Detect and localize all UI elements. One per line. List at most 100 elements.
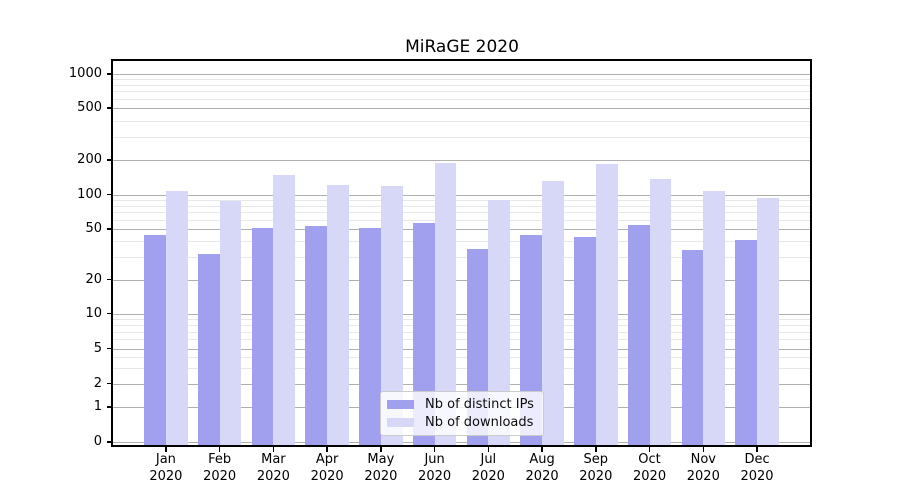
y-tick-5 (107, 347, 112, 350)
legend-label-downloads: Nb of downloads (425, 415, 534, 431)
gridline-minor-6 (113, 339, 810, 341)
x-tick-label-jul: Jul 2020 (471, 452, 505, 484)
gridline-minor-9 (113, 318, 810, 320)
gridline-major-10 (113, 313, 810, 315)
legend-swatch-distinct-ips (387, 399, 414, 409)
x-tick-label-sep: Sep 2020 (579, 452, 613, 484)
y-tick-label-1000: 1000 (68, 66, 102, 81)
x-tick-label-feb: Feb 2020 (203, 452, 237, 484)
bar-downloads-sep (595, 164, 618, 445)
y-tick-label-0: 0 (93, 434, 102, 449)
y-tick-label-5: 5 (93, 340, 102, 356)
y-tick-50 (107, 228, 112, 230)
gridline-minor-800 (113, 84, 810, 86)
x-tick-dec (756, 447, 758, 452)
y-tick-10 (107, 312, 112, 315)
gridline-minor-7 (113, 331, 810, 333)
bar-downloads-oct (649, 178, 672, 445)
gridline-major-1000 (113, 74, 810, 75)
y-tick-20 (107, 278, 112, 281)
gridline-major-200 (113, 160, 810, 161)
bar-downloads-apr (327, 185, 349, 445)
y-tick-0 (107, 441, 112, 443)
x-tick-sep (595, 447, 597, 452)
x-tick-may (380, 447, 382, 452)
gridline-major-2 (113, 383, 810, 385)
x-tick-oct (648, 447, 651, 452)
gridline-minor-40 (113, 241, 810, 243)
gridline-major-5 (113, 348, 810, 350)
gridline-minor-700 (113, 91, 810, 93)
x-tick-label-oct: Oct 2020 (633, 452, 667, 484)
gridline-minor-8 (113, 324, 810, 326)
y-tick-label-1: 1 (93, 399, 102, 414)
gridline-major-20 (113, 279, 810, 281)
x-tick-aug (541, 447, 543, 452)
gridline-minor-70 (113, 212, 810, 214)
gridline-minor-300 (113, 136, 810, 138)
bar-downloads-feb (219, 200, 242, 445)
x-tick-jun (433, 447, 436, 452)
bar-ips-dec (735, 239, 758, 445)
x-tick-label-jun: Jun 2020 (418, 452, 452, 484)
gridline-minor-30 (113, 257, 810, 259)
plot-area (113, 61, 810, 445)
bar-downloads-mar (273, 174, 296, 445)
bar-downloads-nov (703, 191, 725, 445)
legend-item-distinct-ips: Nb of distinct IPs (387, 397, 537, 412)
y-tick-label-200: 200 (77, 152, 102, 167)
x-tick-apr (326, 447, 328, 452)
bar-ips-nov (681, 250, 704, 445)
gridline-minor-600 (113, 99, 810, 101)
x-tick-mar (272, 447, 275, 452)
x-tick-feb (218, 447, 221, 452)
gridline-major-0 (113, 442, 810, 443)
y-tick-1 (107, 406, 112, 408)
y-tick-label-20: 20 (85, 271, 102, 287)
legend: Nb of distinct IPs Nb of downloads (380, 391, 544, 436)
gridline-minor-80 (113, 205, 810, 207)
bar-ips-feb (197, 253, 220, 445)
legend-item-downloads: Nb of downloads (387, 415, 537, 430)
bar-downloads-may (380, 186, 403, 445)
x-tick-label-dec: Dec 2020 (740, 452, 774, 484)
gridline-major-50 (113, 229, 810, 230)
legend-label-distinct-ips: Nb of distinct IPs (425, 396, 534, 412)
bar-ips-oct (627, 225, 650, 445)
chart-title: MiRaGE 2020 (405, 37, 519, 57)
bar-ips-jan (144, 234, 166, 445)
bar-ips-jun (412, 223, 435, 445)
bar-ips-may (359, 228, 381, 445)
x-tick-jan (165, 447, 167, 452)
bar-downloads-jul (488, 199, 511, 445)
gridline-minor-4 (113, 357, 810, 359)
y-tick-label-500: 500 (77, 100, 102, 115)
gridline-major-500 (113, 108, 810, 109)
y-tick-500 (107, 107, 112, 109)
gridline-minor-400 (113, 120, 810, 122)
x-tick-label-may: May 2020 (364, 452, 398, 484)
bar-ips-apr (305, 226, 328, 445)
y-tick-label-10: 10 (85, 305, 102, 321)
y-tick-1000 (107, 73, 112, 75)
x-tick-label-jan: Jan 2020 (149, 452, 183, 484)
bar-downloads-dec (757, 197, 779, 445)
gridline-minor-90 (113, 199, 810, 201)
x-tick-label-mar: Mar 2020 (256, 452, 290, 484)
y-tick-label-100: 100 (77, 186, 102, 202)
gridline-minor-3 (113, 368, 810, 369)
bar-downloads-jun (434, 163, 457, 445)
gridline-major-100 (113, 194, 810, 196)
bar-downloads-jan (165, 190, 188, 445)
y-tick-200 (107, 159, 112, 161)
y-tick-label-50: 50 (85, 221, 102, 236)
bar-downloads-aug (542, 181, 564, 445)
x-tick-label-apr: Apr 2020 (310, 452, 344, 484)
x-tick-label-aug: Aug 2020 (525, 452, 559, 484)
legend-swatch-downloads (387, 418, 414, 428)
y-tick-label-2: 2 (93, 375, 102, 391)
bar-ips-mar (251, 228, 274, 445)
x-tick-label-nov: Nov 2020 (686, 452, 720, 484)
gridline-minor-60 (113, 219, 810, 221)
